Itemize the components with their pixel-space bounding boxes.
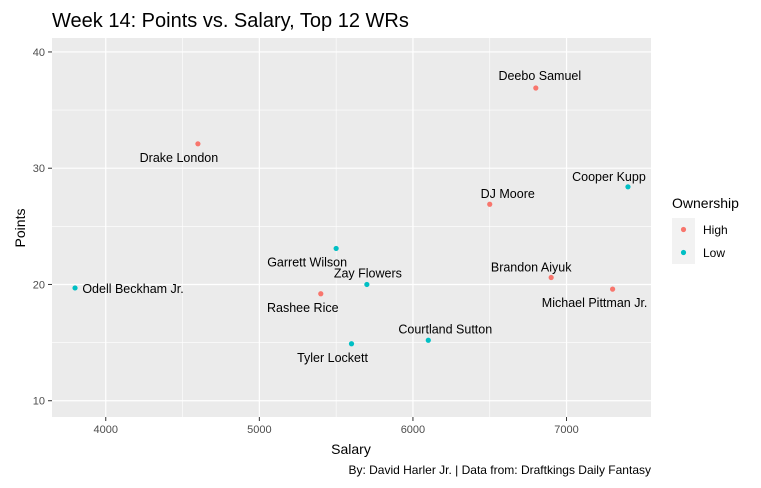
- data-point: [610, 286, 616, 292]
- grid-lines: [52, 38, 651, 417]
- x-tick-label: 7000: [554, 424, 578, 436]
- point-label: DJ Moore: [481, 187, 535, 201]
- point-label: Odell Beckham Jr.: [82, 282, 183, 296]
- y-tick-label: 30: [33, 163, 45, 175]
- y-tick-label: 40: [33, 47, 45, 59]
- data-point: [548, 274, 554, 281]
- axis-ticks: 4000 5000 6000 7000 10 20 30 40: [33, 47, 579, 436]
- data-point: [625, 184, 631, 190]
- point-label: Cooper Kupp: [572, 170, 646, 184]
- point-label: Tyler Lockett: [297, 351, 368, 365]
- data-point: [195, 141, 201, 147]
- point-labels: Deebo Samuel Drake London Cooper Kupp DJ Mo…: [82, 69, 647, 365]
- point-label: Courtland Sutton: [398, 322, 492, 336]
- data-point: [348, 341, 355, 347]
- point-label: Rashee Rice: [267, 301, 339, 315]
- legend: Ownership High Low: [672, 195, 739, 264]
- legend-key-dot: [680, 249, 687, 256]
- chart-caption: By: David Harler Jr. | Data from: Draftk…: [348, 463, 651, 477]
- chart-title: Week 14: Points vs. Salary, Top 12 WRs: [52, 10, 409, 32]
- x-tick-label: 6000: [401, 424, 425, 436]
- point-label: Michael Pittman Jr.: [542, 296, 648, 310]
- y-axis-title: Points: [12, 209, 28, 248]
- point-label: Garrett Wilson: [267, 255, 347, 269]
- data-point: [364, 281, 370, 288]
- data-point: [318, 291, 324, 297]
- x-tick-label: 4000: [94, 424, 118, 436]
- legend-key-dot: [680, 226, 687, 233]
- data-point: [533, 85, 539, 91]
- legend-label: High: [703, 223, 728, 237]
- x-axis-title: Salary: [331, 441, 371, 457]
- legend-title: Ownership: [672, 195, 739, 211]
- legend-label: Low: [703, 246, 725, 260]
- y-tick-label: 20: [33, 279, 45, 291]
- point-label: Drake London: [140, 151, 219, 165]
- point-label: Brandon Aiyuk: [491, 260, 572, 274]
- y-tick-label: 10: [33, 396, 45, 408]
- data-point: [425, 337, 431, 343]
- x-tick-label: 5000: [247, 424, 271, 436]
- data-point: [72, 285, 78, 291]
- data-point: [333, 245, 339, 252]
- data-point: [487, 201, 493, 207]
- plot-panel: [52, 38, 651, 417]
- point-label: Deebo Samuel: [498, 69, 581, 83]
- data-points: [72, 85, 631, 347]
- point-label: Zay Flowers: [334, 266, 402, 280]
